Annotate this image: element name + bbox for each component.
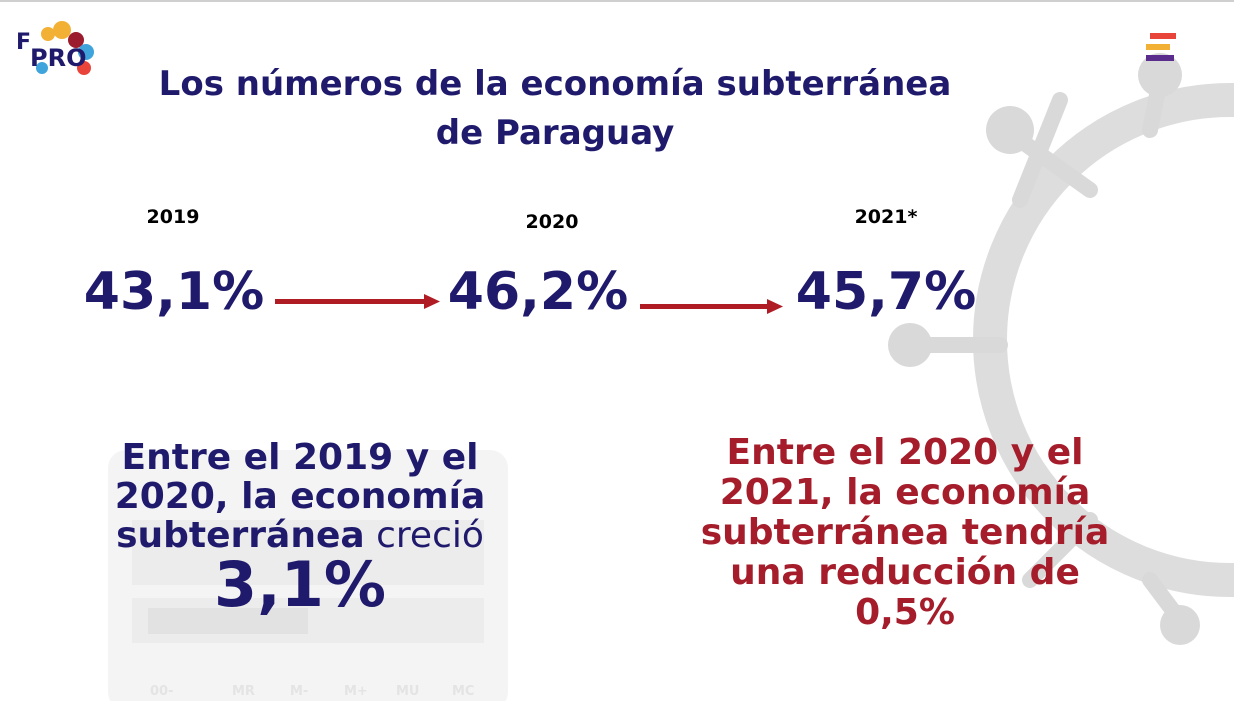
calculator-key: MU [396, 684, 420, 699]
note-line: subterránea [116, 515, 365, 556]
calculator-key: M+ [344, 684, 368, 699]
title: Los números de la economía subterránea [158, 64, 952, 104]
year: 2020 [525, 211, 579, 233]
value: 45,7% [795, 262, 977, 322]
calculator-key: MC [452, 684, 475, 699]
note-figure: 3,1% [214, 548, 386, 621]
note-line: 2021, la economía [719, 472, 1091, 513]
title: de Paraguay [435, 113, 675, 153]
note-line: Entre el 2019 y el [121, 437, 479, 478]
logo-initial: F [16, 30, 32, 55]
year: 2019 [146, 206, 200, 228]
value: 43,1% [83, 262, 265, 322]
note-line: 0,5% [855, 592, 955, 633]
year: 2021* [854, 206, 918, 228]
note-verb: creció [364, 515, 484, 556]
calculator-key: M- [290, 684, 309, 699]
right-note: Entre el 2020 y el 2021, la economía subte… [680, 433, 1130, 633]
left-note: Entre el 2019 y el 2020, la economía sub… [90, 437, 510, 621]
calculator-key: MR [232, 684, 255, 699]
note-line: subterránea creció [90, 516, 510, 555]
value: 46,2% [447, 262, 629, 322]
note-line: 2020, la economía [114, 476, 486, 517]
note-line: una reducción de [730, 552, 1080, 593]
calculator-key: 00- [150, 684, 174, 699]
note-line: subterránea tendría [700, 512, 1110, 553]
note-line: Entre el 2020 y el [726, 432, 1084, 473]
logo-text: PRO [30, 44, 87, 72]
